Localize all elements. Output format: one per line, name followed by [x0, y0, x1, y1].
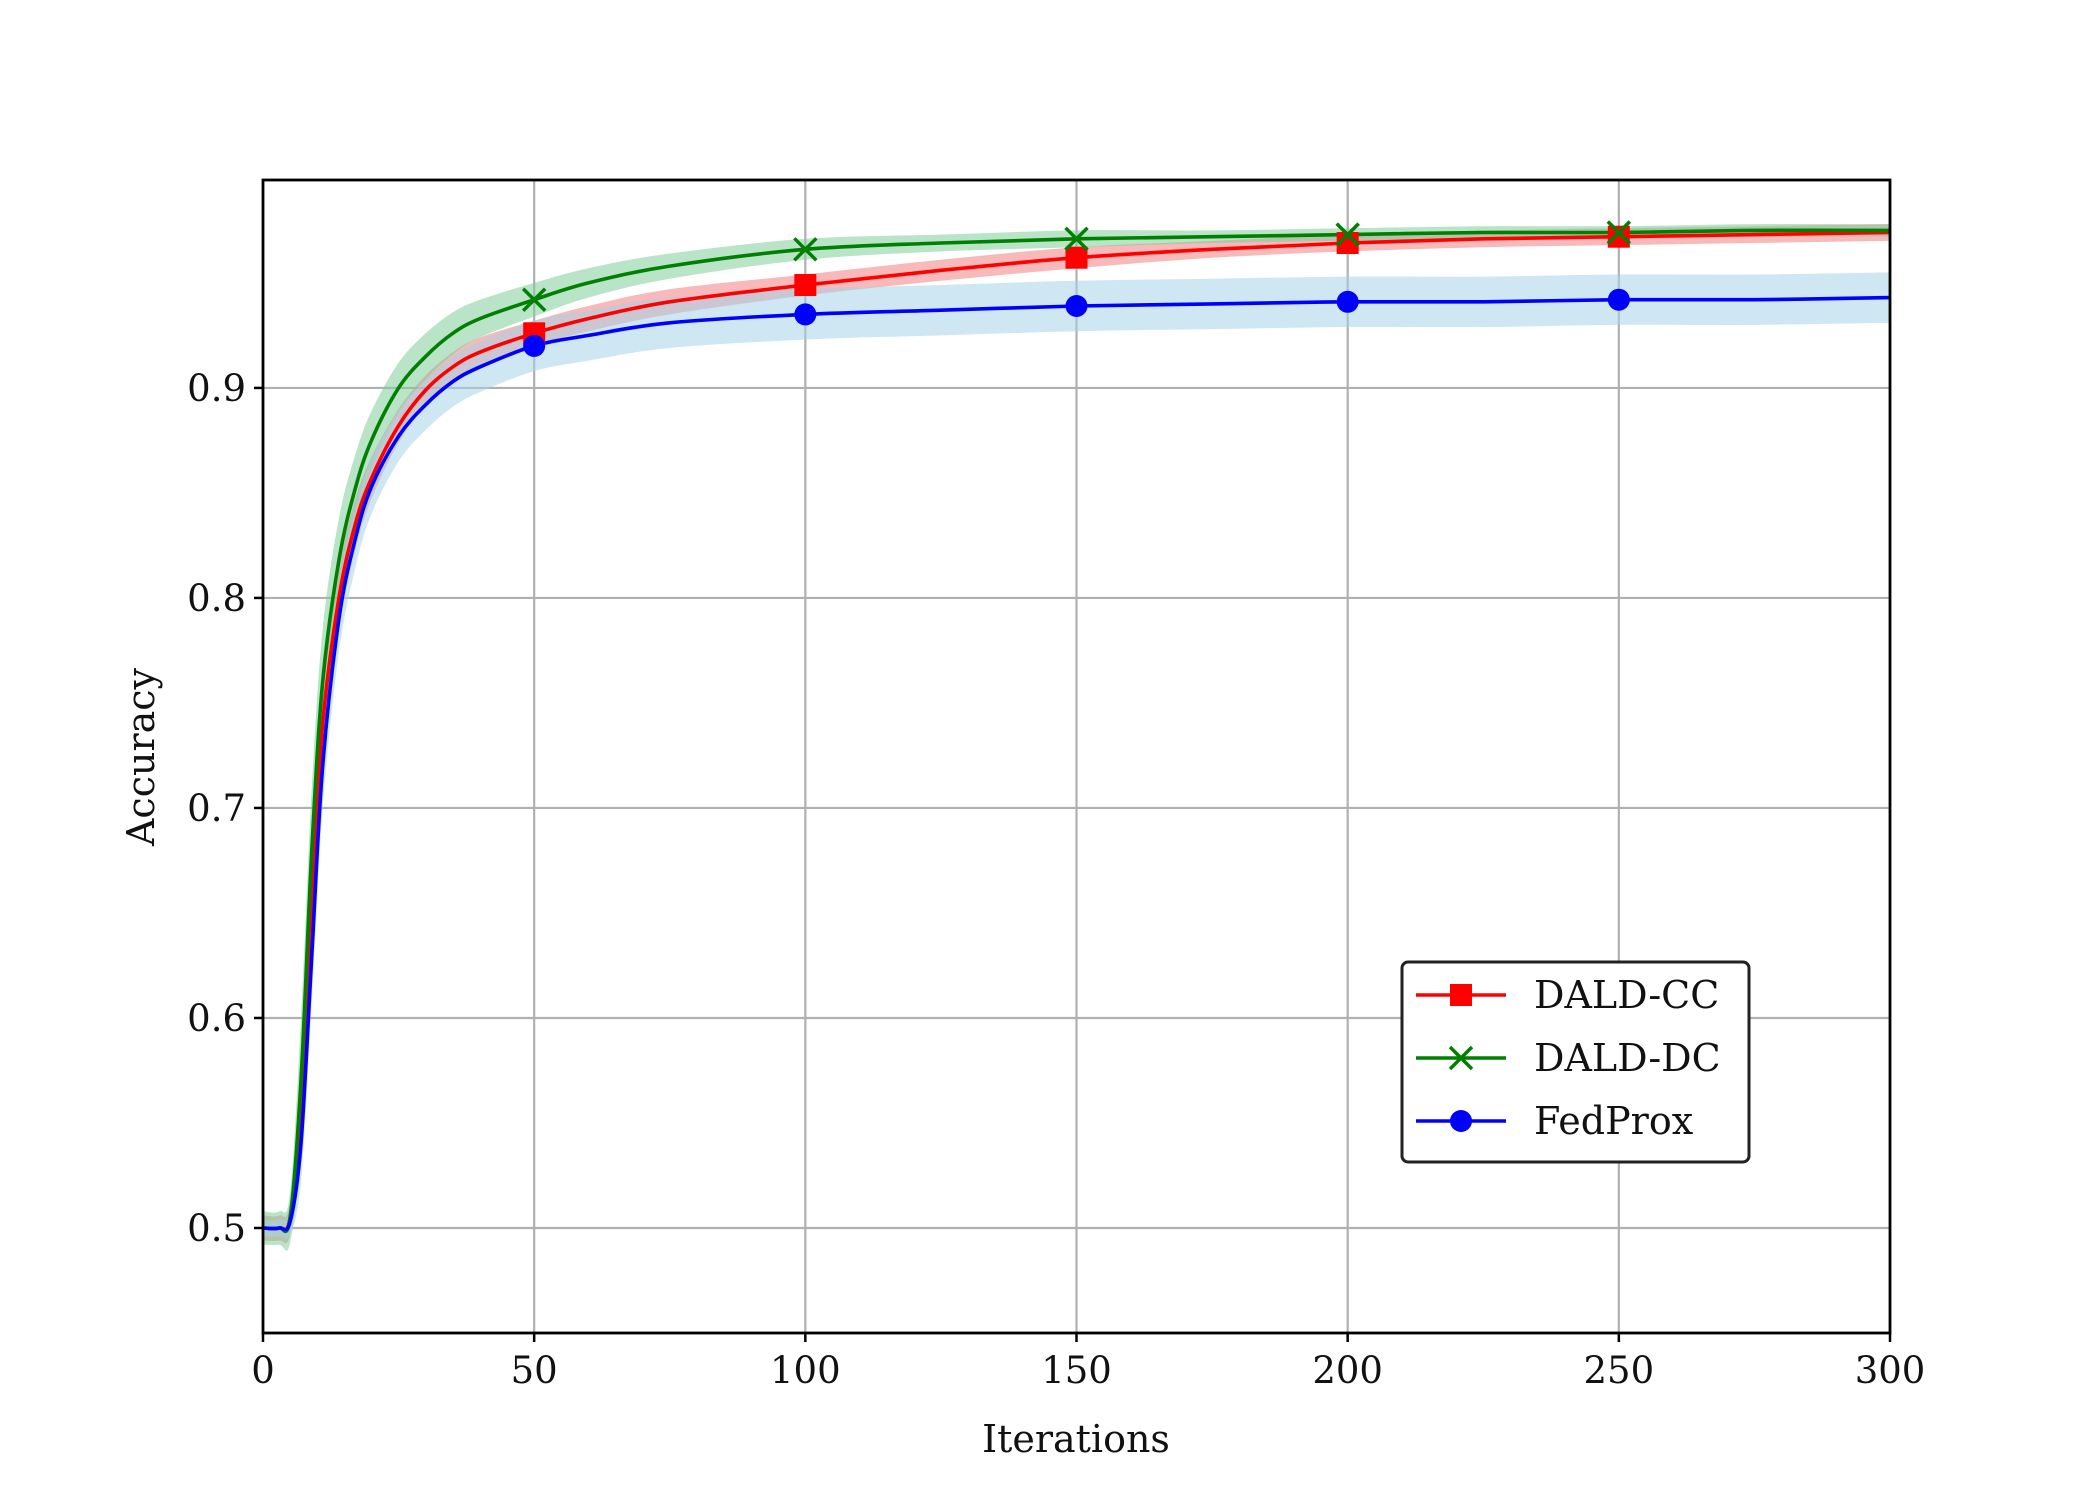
- marker-fedprox: [523, 334, 546, 357]
- marker-dald-cc: [794, 274, 817, 297]
- legend-box: [1400, 960, 1751, 1164]
- y-axis-ticks: 0.5 0.6 0.7 0.8 0.9: [187, 367, 263, 1250]
- marker-dald-cc: [1607, 225, 1630, 248]
- marker-dald-dc: [1606, 220, 1632, 245]
- marker-fedprox: [1607, 288, 1630, 311]
- legend-marker-dald-cc: [1450, 984, 1472, 1006]
- x-tick-label: 100: [770, 1349, 841, 1392]
- marker-dald-dc: [521, 287, 547, 312]
- legend-label-fedprox: FedProx: [1534, 1099, 1693, 1143]
- marker-dald-dc: [793, 237, 818, 262]
- marker-fedprox: [794, 303, 817, 326]
- x-tick-label: 0: [251, 1349, 275, 1392]
- x-axis-label: Iterations: [982, 1417, 1170, 1461]
- x-tick-label: 250: [1584, 1349, 1655, 1392]
- legend-marker-fedprox: [1450, 1110, 1472, 1132]
- legend-label-dald-cc: DALD-CC: [1534, 973, 1719, 1017]
- marker-fedprox: [1065, 295, 1088, 318]
- y-axis-label: Accuracy: [119, 667, 163, 847]
- x-axis-ticks: 0 50 100 150 200 250 300: [251, 1333, 1925, 1392]
- marker-dald-dc: [1335, 222, 1360, 247]
- x-tick-label: 300: [1855, 1349, 1926, 1392]
- series-markers: [521, 220, 1632, 357]
- legend-label-dald-dc: DALD-DC: [1534, 1036, 1721, 1080]
- legend-marker-dald-dc: [1448, 1045, 1474, 1071]
- legend: DALD-CC DALD-DC FedProx: [1400, 960, 1751, 1164]
- y-tick-label: 0.6: [187, 997, 246, 1040]
- marker-fedprox: [1336, 290, 1359, 313]
- y-tick-label: 0.7: [187, 787, 246, 830]
- y-tick-label: 0.8: [187, 577, 246, 620]
- marker-dald-cc: [1336, 232, 1359, 255]
- marker-dald-dc: [1064, 226, 1089, 252]
- y-tick-label: 0.9: [187, 367, 246, 410]
- line-dald-dc: [262, 228, 1891, 1234]
- x-tick-label: 150: [1041, 1349, 1112, 1392]
- x-tick-label: 200: [1312, 1349, 1383, 1392]
- marker-dald-cc: [1065, 246, 1088, 269]
- x-tick-label: 50: [511, 1349, 558, 1392]
- grid-lines: [261, 180, 1892, 1333]
- y-tick-label: 0.5: [187, 1207, 246, 1250]
